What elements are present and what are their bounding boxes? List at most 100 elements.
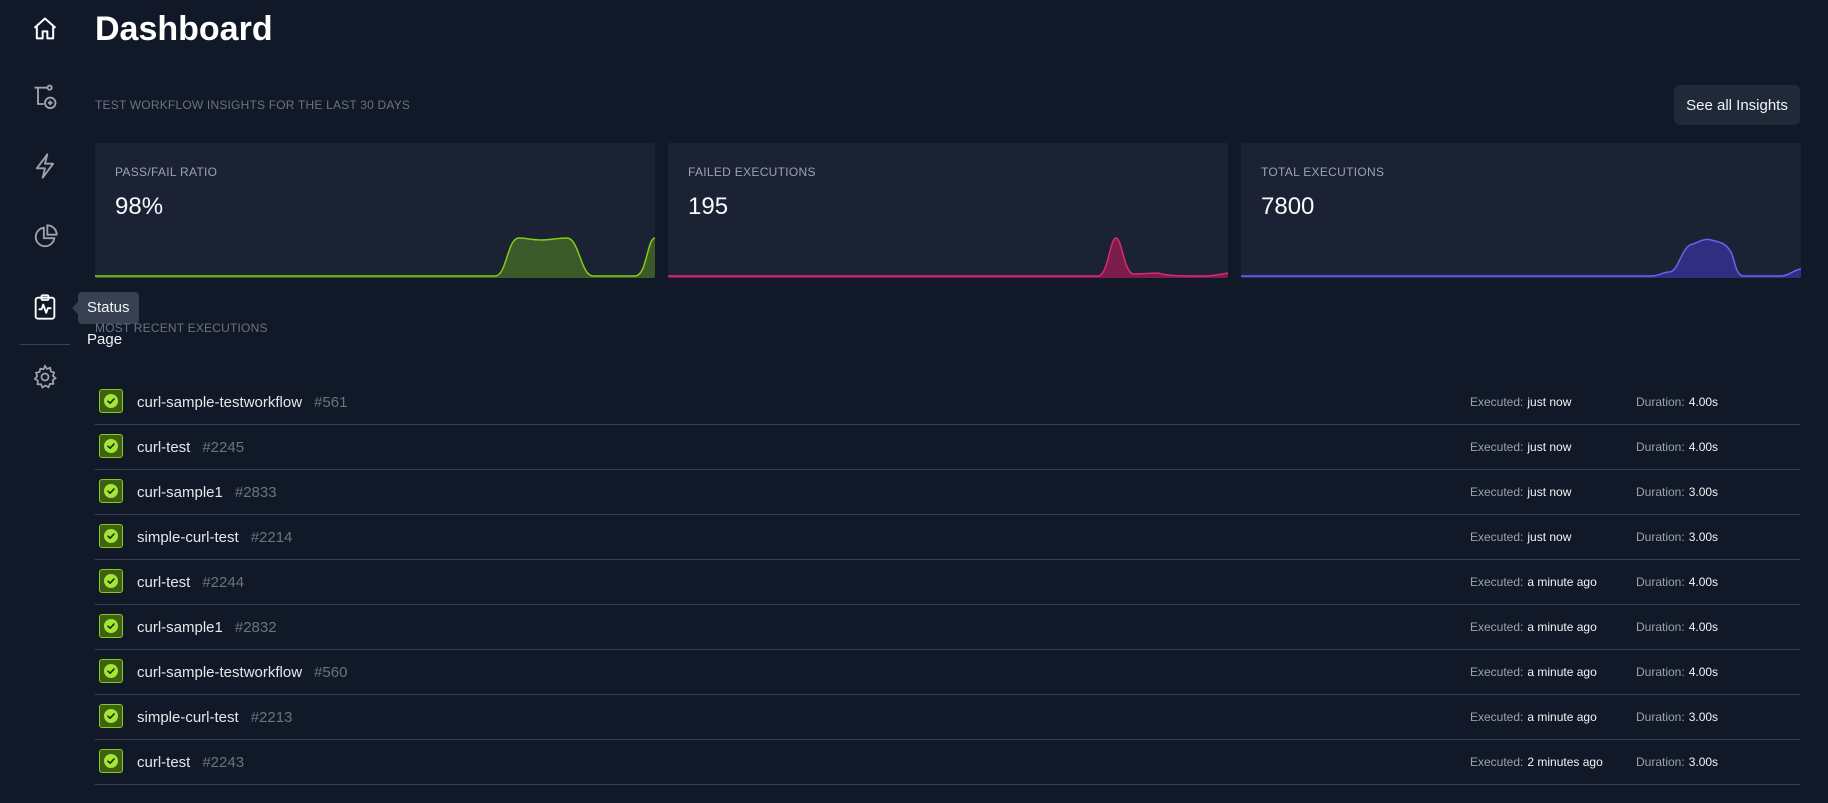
duration-label: Duration: <box>1636 575 1685 589</box>
nav-divider <box>20 344 70 345</box>
nav-insights[interactable] <box>24 216 66 258</box>
executed-meta: Executed: a minute ago <box>1470 620 1597 634</box>
execution-row[interactable]: curl-sample1 #2833 Executed: just now Dur… <box>95 470 1800 515</box>
execution-number: #2833 <box>234 483 277 501</box>
nav-home[interactable] <box>24 8 66 50</box>
duration-value: 3.00s <box>1688 530 1719 544</box>
card-label: FAILED EXECUTIONS <box>688 165 816 179</box>
duration-meta: Duration: 3.00s <box>1636 485 1718 499</box>
status-passed-badge <box>99 614 123 638</box>
duration-meta: Duration: 4.00s <box>1636 395 1718 409</box>
duration-value: 4.00s <box>1688 440 1719 454</box>
execution-title: curl-sample-testworkflow #560 <box>137 664 347 681</box>
duration-value: 3.00s <box>1688 755 1719 769</box>
nav-settings[interactable] <box>24 356 66 398</box>
execution-row[interactable]: curl-test #2243 Executed: 2 minutes ago D… <box>95 740 1800 785</box>
check-circle-icon <box>104 574 118 588</box>
see-all-insights-button[interactable]: See all Insights <box>1674 85 1800 125</box>
card-label: TOTAL EXECUTIONS <box>1261 165 1385 179</box>
workflow-name: simple-curl-test <box>137 528 239 546</box>
executed-meta: Executed: just now <box>1470 440 1571 454</box>
executed-meta: Executed: just now <box>1470 485 1571 499</box>
executed-label: Executed: <box>1470 485 1524 499</box>
nav-status-page[interactable] <box>24 286 66 328</box>
execution-number: #2244 <box>202 573 245 591</box>
execution-title: curl-test #2245 <box>137 439 244 456</box>
home-icon <box>33 17 57 40</box>
executions-list: curl-sample-testworkflow #561 Executed: j… <box>95 380 1800 785</box>
check-circle-icon <box>104 709 118 723</box>
execution-row[interactable]: curl-sample-testworkflow #561 Executed: j… <box>95 380 1800 425</box>
gear-icon <box>33 364 57 389</box>
duration-label: Duration: <box>1636 665 1685 679</box>
check-circle-icon <box>104 754 118 768</box>
page-title: Dashboard <box>95 10 273 48</box>
executed-label: Executed: <box>1470 575 1524 589</box>
duration-value: 4.00s <box>1688 575 1719 589</box>
executed-value: just now <box>1527 395 1572 409</box>
execution-row[interactable]: simple-curl-test #2214 Executed: just now… <box>95 515 1800 560</box>
executed-label: Executed: <box>1470 440 1524 454</box>
duration-meta: Duration: 3.00s <box>1636 530 1718 544</box>
insight-cards: PASS/FAIL RATIO 98% FAILED EXECUTIONS 19… <box>95 143 1801 278</box>
nav-workflows[interactable] <box>24 76 66 118</box>
workflow-add-icon <box>34 84 57 110</box>
check-circle-icon <box>104 484 118 498</box>
executed-meta: Executed: 2 minutes ago <box>1470 755 1603 769</box>
execution-row[interactable]: simple-curl-test #2213 Executed: a minute… <box>95 695 1800 740</box>
execution-row[interactable]: curl-sample-testworkflow #560 Executed: a… <box>95 650 1800 695</box>
card-value: 98% <box>115 193 164 220</box>
status-passed-badge <box>99 569 123 593</box>
failed-executions-sparkline <box>668 237 1228 278</box>
workflow-name: curl-sample1 <box>137 618 223 636</box>
executed-label: Executed: <box>1470 395 1524 409</box>
executed-value: a minute ago <box>1527 665 1597 679</box>
duration-label: Duration: <box>1636 755 1685 769</box>
execution-title: curl-sample1 #2833 <box>137 484 277 501</box>
execution-number: #2243 <box>202 753 245 771</box>
executed-label: Executed: <box>1470 620 1524 634</box>
nav-triggers[interactable] <box>24 145 66 187</box>
executed-label: Executed: <box>1470 530 1524 544</box>
execution-title: simple-curl-test #2213 <box>137 709 292 726</box>
card-value: 195 <box>688 193 729 220</box>
duration-label: Duration: <box>1636 530 1685 544</box>
execution-number: #561 <box>314 393 348 411</box>
executed-value: just now <box>1527 530 1572 544</box>
executed-value: a minute ago <box>1527 710 1597 724</box>
lightning-icon <box>35 153 55 179</box>
execution-number: #560 <box>314 663 348 681</box>
executed-value: just now <box>1527 485 1572 499</box>
card-pass-fail-ratio[interactable]: PASS/FAIL RATIO 98% <box>95 143 655 278</box>
status-page-tooltip: Status Page <box>72 292 139 348</box>
execution-row[interactable]: curl-test #2244 Executed: a minute ago Du… <box>95 560 1800 605</box>
duration-meta: Duration: 4.00s <box>1636 575 1718 589</box>
status-passed-badge <box>99 749 123 773</box>
execution-row[interactable]: curl-test #2245 Executed: just now Durati… <box>95 425 1800 470</box>
duration-value: 3.00s <box>1688 710 1719 724</box>
executed-value: a minute ago <box>1527 575 1597 589</box>
executed-label: Executed: <box>1470 710 1524 724</box>
check-circle-icon <box>104 619 118 633</box>
duration-meta: Duration: 3.00s <box>1636 710 1718 724</box>
execution-row[interactable]: curl-sample1 #2832 Executed: a minute ago… <box>95 605 1800 650</box>
executed-value: 2 minutes ago <box>1527 755 1603 769</box>
card-value: 7800 <box>1261 193 1315 220</box>
workflow-name: curl-sample1 <box>137 483 223 501</box>
status-passed-badge <box>99 659 123 683</box>
card-label: PASS/FAIL RATIO <box>115 165 218 179</box>
check-circle-icon <box>104 529 118 543</box>
card-total-executions[interactable]: TOTAL EXECUTIONS 7800 <box>1241 143 1801 278</box>
status-passed-badge <box>99 389 123 413</box>
status-passed-badge <box>99 434 123 458</box>
card-failed-executions[interactable]: FAILED EXECUTIONS 195 <box>668 143 1228 278</box>
executed-label: Executed: <box>1470 755 1524 769</box>
executed-value: a minute ago <box>1527 620 1597 634</box>
duration-meta: Duration: 4.00s <box>1636 620 1718 634</box>
duration-meta: Duration: 3.00s <box>1636 755 1718 769</box>
executed-meta: Executed: just now <box>1470 530 1571 544</box>
executed-value: just now <box>1527 440 1572 454</box>
sidebar: Status Page <box>0 0 139 803</box>
check-circle-icon <box>104 439 118 453</box>
execution-title: curl-sample-testworkflow #561 <box>137 394 347 411</box>
